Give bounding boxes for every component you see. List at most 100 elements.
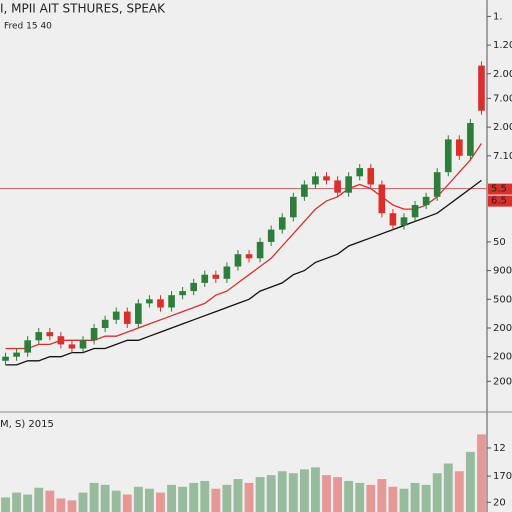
price-label: 6.5 — [491, 196, 507, 207]
candle-body — [301, 184, 308, 197]
y-tick-label: 200 — [493, 323, 512, 334]
volume-bar — [311, 467, 320, 512]
volume-bar — [454, 471, 464, 512]
candle-body — [223, 266, 231, 279]
volume-bar — [432, 473, 442, 512]
candle-body — [389, 213, 397, 226]
y-tick-label: 50 — [493, 237, 506, 248]
candle-body — [46, 332, 54, 337]
candle-body — [444, 139, 452, 173]
volume-bar — [89, 482, 99, 512]
candle-body — [24, 340, 31, 353]
y-tick-label: 2.00 — [493, 122, 512, 133]
candle-body — [168, 295, 175, 308]
chart-subtitle: Fred 15 40 — [4, 22, 52, 32]
y-tick-label: 1. — [493, 11, 503, 22]
candle-body — [112, 311, 120, 320]
volume-bar — [133, 486, 143, 512]
volume-label: M, S) 2015 — [0, 419, 54, 430]
y-tick-label: 200 — [493, 376, 512, 387]
volume-bar — [144, 488, 154, 512]
candle-body — [123, 311, 131, 324]
volume-bar — [111, 490, 121, 512]
y-tick-label: 900 — [493, 266, 512, 277]
volume-bar — [244, 482, 254, 512]
y-tick-label: 7.10 — [493, 151, 512, 162]
volume-bar — [45, 490, 55, 512]
candle-body — [157, 299, 164, 308]
y-tick-label: 500 — [493, 294, 512, 305]
candle-body — [234, 254, 242, 267]
volume-bar — [399, 488, 409, 512]
candle-body — [146, 299, 153, 304]
volume-bar — [443, 463, 453, 512]
candle-body — [68, 344, 76, 349]
volume-bar — [211, 488, 221, 512]
candle-body — [2, 356, 9, 361]
candle-body — [345, 176, 352, 193]
candle-body — [179, 291, 186, 296]
candle-body — [267, 229, 275, 242]
volume-bar — [122, 494, 132, 512]
volume-bar — [322, 475, 331, 512]
candle-body — [433, 172, 441, 197]
volume-bar — [266, 475, 276, 512]
volume-bar — [178, 486, 188, 512]
volume-bar — [288, 473, 298, 512]
y-tick-label: 2.00 — [493, 69, 512, 80]
volume-bar — [465, 451, 475, 512]
volume-bar — [277, 471, 287, 512]
volume-bar — [1, 497, 10, 512]
candle-body — [356, 168, 364, 177]
candle-body — [456, 139, 463, 156]
volume-bar — [477, 434, 486, 512]
candle-body — [256, 241, 264, 259]
moving-average — [5, 179, 482, 366]
volume-bar — [156, 492, 165, 512]
volume-tick-label: 12 — [493, 443, 506, 454]
volume-tick-label: 20 — [493, 497, 506, 508]
volume-bar — [366, 484, 376, 512]
candle-body — [289, 196, 297, 218]
y-tick-label: 1.20 — [493, 40, 512, 51]
candle-body — [478, 65, 485, 111]
candle-body — [35, 332, 43, 341]
volume-bar — [67, 500, 77, 512]
candle-body — [334, 180, 341, 193]
volume-bar — [23, 494, 33, 512]
volume-bar — [377, 479, 387, 512]
volume-bar — [167, 484, 176, 512]
price-label-box — [488, 195, 512, 207]
candle-body — [411, 205, 419, 218]
candle-body — [57, 336, 65, 345]
candle-body — [312, 176, 319, 185]
volume-bar — [222, 484, 232, 512]
candle-body — [467, 123, 474, 156]
candle-body — [101, 319, 109, 328]
candle-body — [278, 217, 286, 230]
candle-body — [400, 217, 408, 226]
volume-bar — [56, 498, 66, 512]
volume-bar — [78, 492, 88, 512]
candle-body — [367, 168, 375, 185]
chart-title: I, MPII AIT STHURES, SPEAK — [0, 2, 166, 16]
volume-bar — [12, 492, 22, 512]
candle-body — [378, 184, 386, 214]
candle-body — [201, 274, 209, 283]
volume-bar — [333, 477, 343, 512]
volume-bar — [233, 479, 243, 512]
candle-body — [135, 303, 142, 324]
volume-tick-label: 170 — [493, 471, 512, 482]
candle-body — [212, 274, 220, 279]
volume-bar — [100, 484, 110, 512]
volume-bar — [189, 482, 199, 512]
y-tick-label: 200 — [493, 352, 512, 363]
volume-bar — [355, 482, 365, 512]
candle-body — [422, 196, 430, 205]
volume-bar — [34, 487, 44, 512]
volume-bar — [421, 484, 431, 512]
price-label-box — [488, 183, 512, 195]
